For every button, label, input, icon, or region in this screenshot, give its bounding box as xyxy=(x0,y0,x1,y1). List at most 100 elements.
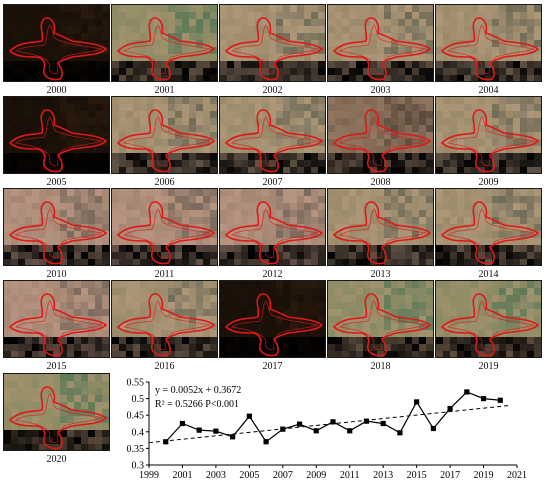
x-tick-label: 2003 xyxy=(206,470,226,479)
boundary-outline xyxy=(224,201,324,265)
data-point-2000 xyxy=(163,439,169,445)
boundary-outline xyxy=(440,109,540,173)
boundary-outline xyxy=(440,201,540,265)
data-point-2001 xyxy=(179,420,186,427)
boundary-outline xyxy=(8,201,108,265)
boundary-outline xyxy=(8,109,108,173)
panel-year-label: 2004 xyxy=(478,85,499,96)
panel-year-label: 2008 xyxy=(370,177,391,188)
data-point-2006 xyxy=(263,439,269,445)
data-point-2007 xyxy=(280,426,286,432)
trend-chart-svg: 0.3 0.35 0.4 0.45 0.5 0.55 1999 2001 2003 2005 200… xyxy=(127,378,528,482)
trend-chart: 0.3 0.35 0.4 0.45 0.5 0.55 1999 2001 2003 2005 200… xyxy=(115,369,550,482)
panel-year-label: 2007 xyxy=(262,177,283,188)
satellite-image-2011 xyxy=(111,188,218,266)
x-tick-label: 2005 xyxy=(239,470,259,479)
satellite-image-2012 xyxy=(219,188,326,266)
panel-year-label: 2017 xyxy=(262,361,283,372)
satellite-image-2015 xyxy=(3,280,110,358)
panel-year-label: 2012 xyxy=(262,269,283,280)
satellite-image-2007 xyxy=(219,96,326,174)
satellite-image-2008 xyxy=(327,96,434,174)
boundary-outline xyxy=(8,17,108,81)
x-tick-label: 2001 xyxy=(172,470,192,479)
panel-year-label: 2018 xyxy=(370,361,391,372)
satellite-image-2003 xyxy=(327,4,434,82)
satellite-image-2016 xyxy=(111,280,218,358)
boundary-outline xyxy=(116,17,216,81)
x-tick-label: 2017 xyxy=(440,470,460,479)
y-tick-label: 0.35 xyxy=(127,444,145,455)
data-point-2003 xyxy=(213,428,219,434)
boundary-outline xyxy=(224,293,324,357)
boundary-outline xyxy=(224,109,324,173)
data-point-2005 xyxy=(246,413,252,419)
satellite-image-2020 xyxy=(3,373,110,451)
boundary-outline xyxy=(8,386,108,450)
y-tick-label: 0.45 xyxy=(127,411,145,422)
x-tick-label: 2011 xyxy=(340,470,360,479)
data-point-2015 xyxy=(414,399,420,405)
boundary-outline xyxy=(116,201,216,265)
satellite-image-2010 xyxy=(3,188,110,266)
data-point-2019 xyxy=(480,396,487,402)
panel-year-label: 2002 xyxy=(262,85,283,96)
x-tick-label: 2015 xyxy=(407,470,427,479)
y-tick-label: 0.5 xyxy=(132,394,145,405)
panel-year-label: 2014 xyxy=(478,269,499,280)
data-point-2002 xyxy=(196,427,202,433)
boundary-outline xyxy=(440,293,540,357)
y-tick-label: 0.4 xyxy=(132,427,145,438)
boundary-outline xyxy=(332,17,432,81)
equation-annotation: y = 0.0052x + 0.3672 xyxy=(155,385,241,396)
boundary-outline xyxy=(116,293,216,357)
data-point-2016 xyxy=(430,425,436,432)
trend-line xyxy=(148,405,509,444)
boundary-outline xyxy=(224,17,324,81)
satellite-image-2013 xyxy=(327,188,434,266)
panel-year-label: 2013 xyxy=(370,269,391,280)
satellite-image-2017 xyxy=(219,280,326,358)
data-point-2012 xyxy=(363,418,370,424)
data-point-2010 xyxy=(330,419,336,425)
panel-year-label: 2010 xyxy=(46,269,67,280)
data-point-2011 xyxy=(347,428,353,434)
satellite-image-2006 xyxy=(111,96,218,174)
data-point-2018 xyxy=(464,389,470,395)
panel-year-label: 2016 xyxy=(154,361,175,372)
satellite-image-2019 xyxy=(435,280,542,358)
boundary-outline xyxy=(332,293,432,357)
r-squared-annotation: R² = 0.5266 P<0.001 xyxy=(155,399,239,410)
boundary-outline xyxy=(332,201,432,265)
panel-year-label: 2019 xyxy=(478,361,499,372)
x-tick-label: 2019 xyxy=(474,470,494,479)
y-tick-label: 0.55 xyxy=(127,378,145,389)
satellite-image-2005 xyxy=(3,96,110,174)
boundary-outline xyxy=(332,109,432,173)
panel-year-label: 2006 xyxy=(154,177,175,188)
satellite-image-2018 xyxy=(327,280,434,358)
panel-year-label: 2011 xyxy=(154,269,175,280)
data-point-2014 xyxy=(397,430,403,436)
data-point-2013 xyxy=(380,420,386,427)
x-tick-label: 2013 xyxy=(373,470,393,479)
satellite-image-2002 xyxy=(219,4,326,82)
x-tick-label: 2021 xyxy=(507,470,527,479)
data-point-2009 xyxy=(313,428,319,434)
panel-year-label: 2001 xyxy=(154,85,175,96)
panel-year-label: 2005 xyxy=(46,177,67,188)
x-tick-label: 2007 xyxy=(273,470,293,479)
panel-year-label: 2015 xyxy=(46,361,67,372)
panel-year-label: 2020 xyxy=(46,454,67,465)
satellite-image-2000 xyxy=(3,4,110,82)
data-point-2004 xyxy=(230,434,236,440)
satellite-image-2009 xyxy=(435,96,542,174)
satellite-image-2001 xyxy=(111,4,218,82)
data-point-2020 xyxy=(497,397,503,403)
satellite-image-2014 xyxy=(435,188,542,266)
data-point-2008 xyxy=(296,421,303,427)
panel-year-label: 2003 xyxy=(370,85,391,96)
boundary-outline xyxy=(116,109,216,173)
boundary-outline xyxy=(8,293,108,357)
panel-year-label: 2009 xyxy=(478,177,499,188)
